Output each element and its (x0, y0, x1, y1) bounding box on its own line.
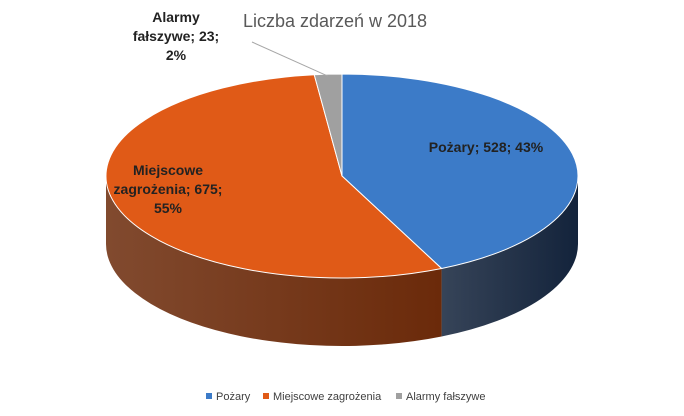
legend-swatch-1 (263, 393, 269, 399)
pie-side-1 (106, 176, 442, 347)
pie-side-0 (441, 176, 578, 337)
pie-slice-1 (105, 74, 443, 279)
pie-sides (106, 176, 578, 347)
legend-label-1: Miejscowe zagrożenia (273, 391, 382, 403)
pie-slice-0 (341, 73, 579, 270)
legend-label-2: Alarmy fałszywe (406, 391, 485, 403)
chart-title: Liczba zdarzeń w 2018 (243, 11, 427, 31)
legend-swatch-2 (396, 393, 402, 399)
data-label-0: Pożary; 528; 43% (429, 139, 544, 155)
legend-swatch-0 (206, 393, 212, 399)
label-leader-line (251, 41, 329, 77)
data-label-2: Alarmy fałszywe; 23; 2% (133, 9, 219, 63)
data-label-1: Miejscowe zagrożenia; 675; 55% (114, 162, 223, 216)
legend: Pożary Miejscowe zagrożenia Alarmy fałszyw… (206, 391, 485, 403)
data-labels: Pożary; 528; 43% Miejscowe zagrożenia; 675… (114, 9, 544, 216)
legend-label-0: Pożary (216, 391, 251, 403)
pie-slice-2 (313, 73, 343, 177)
pie-slices (105, 73, 579, 279)
